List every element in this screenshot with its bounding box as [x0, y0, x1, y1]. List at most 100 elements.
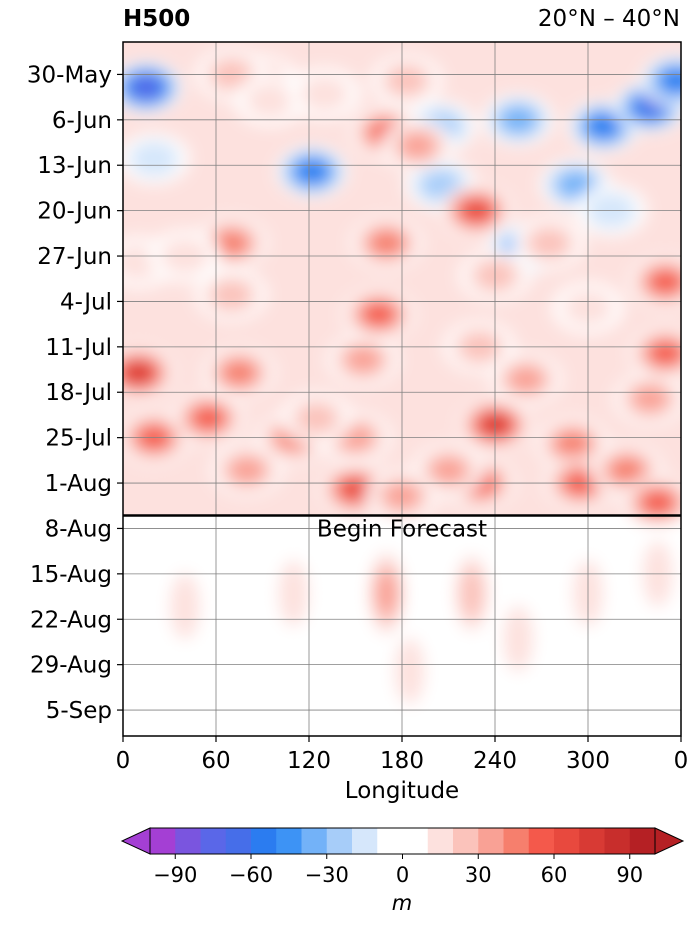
x-axis-label: Longitude	[345, 778, 459, 804]
chart-title: H500	[123, 6, 191, 32]
colorbar-tick-label: 60	[541, 863, 568, 887]
colorbar-tick-label: 0	[396, 863, 409, 887]
field-contour	[300, 76, 349, 112]
field-feature	[123, 347, 175, 399]
field-feature	[498, 588, 539, 690]
colorbar-segment	[175, 828, 201, 854]
field-contour	[129, 140, 179, 177]
field-contour	[557, 433, 588, 456]
forecast-label: Begin Forecast	[317, 516, 487, 542]
field-feature	[123, 61, 183, 114]
field-contour	[652, 271, 679, 293]
field-contour	[459, 568, 484, 619]
field-contour	[559, 172, 593, 197]
field-feature	[370, 55, 443, 107]
field-contour	[278, 560, 309, 627]
colorbar-segment	[251, 828, 277, 854]
y-tick-label: 8-Aug	[45, 516, 112, 542]
field-feature	[273, 542, 314, 644]
field-feature	[629, 256, 681, 308]
grid-lines	[122, 42, 682, 736]
y-tick-label: 25-Jul	[45, 426, 112, 452]
field-feature	[451, 542, 492, 644]
x-tick-label: 60	[201, 748, 230, 774]
field-feature	[165, 555, 205, 657]
y-tick-label: 27-Jun	[37, 244, 112, 270]
field-contour	[245, 82, 295, 119]
field-feature	[123, 133, 190, 185]
colorbar-segment	[579, 828, 605, 854]
y-tick-label: 11-Jul	[45, 335, 112, 361]
field-feature	[195, 269, 268, 321]
y-tick-label: 20-Jun	[37, 199, 112, 225]
colorbar-tick-label: 30	[465, 863, 492, 887]
field-contour	[346, 347, 380, 373]
y-tick-label: 6-Jun	[52, 108, 112, 134]
field-feature	[327, 334, 400, 386]
field-contour	[633, 386, 667, 411]
field-contour	[612, 459, 642, 482]
x-tick-label: 180	[380, 748, 424, 774]
y-axis: 30-May 6-Jun 13-Jun 20-Jun 27-Jun 4-Jul 11-Jul…	[27, 62, 123, 724]
y-tick-label: 15-Aug	[30, 562, 112, 588]
colorbar-segment	[276, 828, 302, 854]
field-contour	[297, 403, 337, 433]
field-contour	[503, 605, 533, 672]
field-contour	[343, 480, 368, 499]
field-contour	[230, 457, 264, 483]
field-contour	[170, 573, 200, 640]
colorbar-segment	[554, 828, 580, 854]
field-feature	[640, 55, 681, 107]
field-contour	[371, 232, 402, 254]
field-feature	[280, 392, 353, 444]
anomaly-field	[123, 42, 681, 736]
field-feature	[288, 68, 361, 120]
field-contour	[365, 304, 393, 325]
field-feature	[234, 74, 307, 127]
colorbar-segment	[478, 828, 504, 854]
field-feature	[276, 145, 349, 198]
field-feature	[389, 620, 430, 722]
field-feature	[621, 476, 681, 529]
field-feature	[342, 288, 415, 341]
field-contour	[432, 457, 465, 483]
colorbar-extend-high	[654, 827, 685, 855]
colorbar-segment	[326, 828, 353, 854]
field-feature	[350, 217, 423, 269]
y-tick-label: 22-Aug	[30, 607, 112, 633]
colorbar-segment	[604, 828, 631, 854]
colorbar-extend-low	[120, 827, 151, 855]
colorbar-segment	[225, 828, 252, 854]
field-contour	[401, 133, 434, 158]
y-tick-label: 5-Sep	[46, 698, 112, 724]
field-contour	[387, 66, 426, 96]
field-contour	[663, 70, 681, 91]
colorbar-label: m	[392, 891, 412, 915]
colorbar-segment	[200, 828, 227, 854]
field-feature	[203, 347, 276, 399]
colorbar-tick-label: 90	[616, 863, 643, 887]
field-contour	[395, 638, 425, 705]
colorbar-segment	[150, 828, 176, 854]
y-tick-label: 30-May	[27, 62, 112, 88]
colorbar-segment	[427, 828, 454, 854]
field-contour	[421, 170, 461, 199]
y-tick-label: 1-Aug	[45, 471, 112, 497]
x-tick-label: 240	[473, 748, 517, 774]
x-tick-label: 0	[674, 748, 689, 774]
colorbar-tick-label: −60	[229, 863, 273, 887]
y-tick-label: 4-Jul	[60, 289, 112, 315]
y-tick-label: 29-Aug	[30, 653, 112, 679]
region-label: 20°N – 40°N	[537, 6, 680, 32]
field-feature	[172, 392, 245, 444]
y-tick-label: 18-Jul	[45, 380, 112, 406]
field-feature	[513, 217, 586, 269]
field-contour	[134, 78, 158, 97]
field-contour	[590, 116, 617, 137]
field-feature	[629, 327, 681, 380]
colorbar-tick-label: −30	[305, 863, 349, 887]
colorbar: −90 −60 −30 0 30 60 90	[120, 827, 685, 887]
colorbar-segment	[377, 828, 429, 854]
field-contour	[509, 367, 543, 392]
